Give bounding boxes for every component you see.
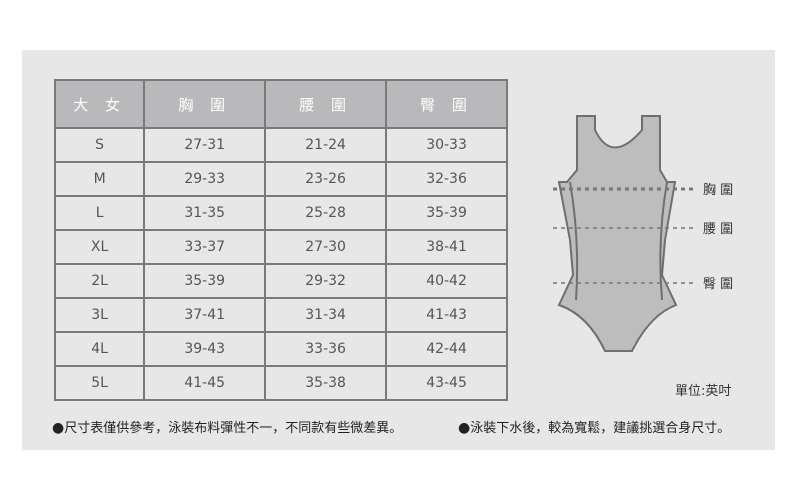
table-cell: 27-30 — [264, 229, 388, 265]
table-cell: 39-43 — [143, 331, 267, 367]
note-1: ●尺寸表僅供參考，泳裝布料彈性不一，不同款有些微差異。 — [52, 420, 403, 436]
table-cell: XL — [53, 229, 146, 265]
table-cell: 40-42 — [385, 263, 508, 299]
table-cell: 30-33 — [385, 127, 508, 163]
table-cell: 41-45 — [143, 365, 267, 401]
table-cell: 3L — [53, 297, 146, 333]
column-header: 臀 圍 — [385, 79, 508, 129]
table-row: L 31-35 25-28 35-39 — [53, 195, 508, 231]
table-row: 3L 37-41 31-34 41-43 — [53, 297, 508, 333]
side-panel-right — [659, 181, 668, 301]
table-row: M 29-33 23-26 32-36 — [53, 161, 508, 197]
table-cell: 42-44 — [385, 331, 508, 367]
bullet-icon: ● — [458, 420, 471, 436]
table-cell: 25-28 — [264, 195, 388, 231]
table-cell: 38-41 — [385, 229, 508, 265]
table-cell: 29-33 — [143, 161, 267, 197]
table-row: XL 33-37 27-30 38-41 — [53, 229, 508, 265]
table-cell: 43-45 — [385, 365, 508, 401]
table-row: S 27-31 21-24 30-33 — [53, 127, 508, 163]
table-cell: 29-32 — [264, 263, 388, 299]
table-cell: 31-35 — [143, 195, 267, 231]
table-cell: 4L — [53, 331, 146, 367]
column-header: 腰 圍 — [264, 79, 388, 129]
table-cell: 5L — [53, 365, 146, 401]
hip-label: 臀 圍 — [703, 277, 733, 292]
side-panel-left — [569, 181, 579, 301]
table-cell: 37-41 — [143, 297, 267, 333]
table-cell: 35-38 — [264, 365, 388, 401]
chest-label: 胸 圍 — [703, 183, 733, 198]
table-cell: M — [53, 161, 146, 197]
table-cell: 21-24 — [264, 127, 388, 163]
column-header: 大 女 — [53, 79, 146, 129]
table-cell: S — [53, 127, 146, 163]
table-cell: 33-37 — [143, 229, 267, 265]
table-cell: 27-31 — [143, 127, 267, 163]
swimsuit-body — [557, 115, 678, 352]
table-cell: 35-39 — [143, 263, 267, 299]
table-row: 5L 41-45 35-38 43-45 — [53, 365, 508, 401]
unit-label: 單位:英吋 — [675, 384, 732, 399]
table-cell: 41-43 — [385, 297, 508, 333]
table-cell: L — [53, 195, 146, 231]
table-cell: 33-36 — [264, 331, 388, 367]
bullet-icon: ● — [52, 420, 65, 436]
note-2: ●泳裝下水後，較為寬鬆，建議挑選合身尺寸。 — [458, 420, 731, 436]
table-cell: 35-39 — [385, 195, 508, 231]
size-table: 大 女胸 圍腰 圍臀 圍 S 27-31 21-24 30-33 M 29-33 23-26… — [53, 79, 508, 401]
table-cell: 2L — [53, 263, 146, 299]
waist-label: 腰 圍 — [703, 222, 733, 237]
table-row: 2L 35-39 29-32 40-42 — [53, 263, 508, 299]
table-row: 4L 39-43 33-36 42-44 — [53, 331, 508, 367]
table-cell: 32-36 — [385, 161, 508, 197]
column-header: 胸 圍 — [143, 79, 267, 129]
table-cell: 23-26 — [264, 161, 388, 197]
table-cell: 31-34 — [264, 297, 388, 333]
